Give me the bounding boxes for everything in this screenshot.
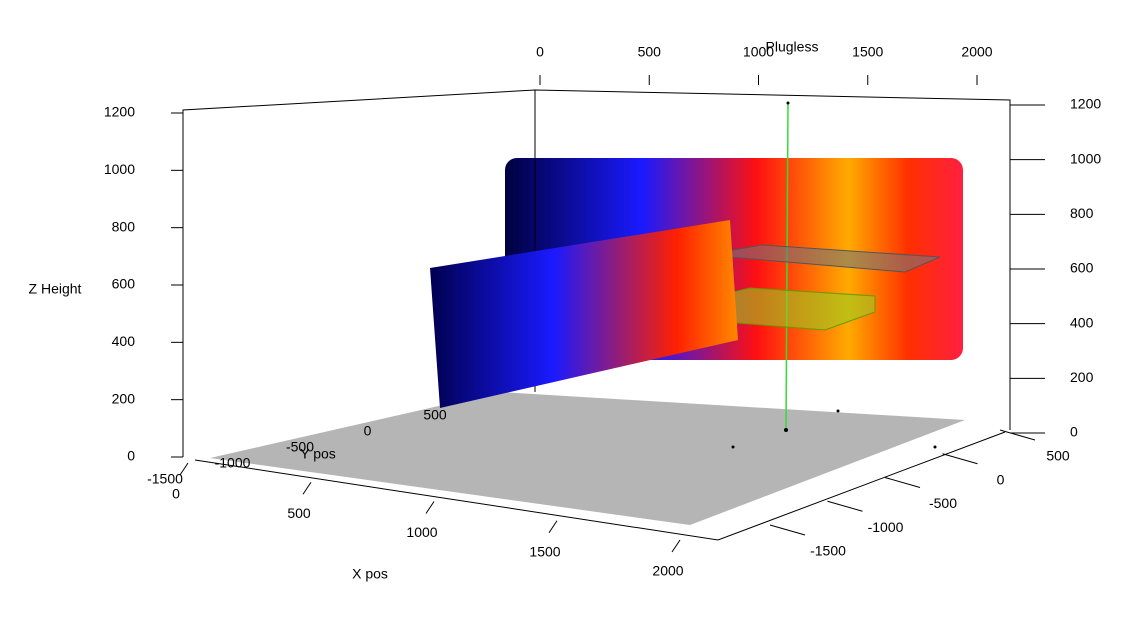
z-tick-label: 1000 (104, 161, 135, 177)
y-tick-label: 0 (997, 471, 1005, 487)
x-tick-label: 1000 (406, 524, 437, 540)
y-tick-label: -1500 (147, 471, 183, 487)
z-tick-label: 800 (1070, 205, 1094, 221)
plate (704, 244, 941, 273)
z-tick-label: 200 (1070, 369, 1094, 385)
pole (785, 102, 789, 431)
z-tick-label: 800 (112, 218, 136, 234)
x-tick-label: 500 (287, 505, 311, 521)
z-tick-label: 600 (1070, 260, 1094, 276)
x-axis-label: X pos (352, 566, 388, 582)
z-tick-label: 400 (112, 333, 136, 349)
y-tick-label: 0 (364, 423, 372, 439)
front-wall (430, 220, 738, 408)
y-tick-label: -1500 (810, 543, 846, 559)
x-tick-label: 1500 (852, 44, 883, 60)
y-tick-label: 500 (1046, 448, 1070, 464)
floor (210, 392, 965, 525)
y-tick-label: 500 (423, 407, 447, 423)
z-tick-label: 200 (112, 390, 136, 406)
x-tick-mark (425, 501, 435, 514)
y-tick-label: -1000 (215, 455, 251, 471)
x-tick-mark (179, 462, 189, 476)
chart-title: Plugless (766, 39, 819, 55)
y-axis-label: Y pos (300, 446, 336, 462)
y-tick-mark (827, 500, 863, 512)
x-tick-mark (302, 481, 312, 495)
z-tick-label: 600 (112, 276, 136, 292)
x-tick-label: 2000 (961, 44, 992, 60)
z-tick-label: 400 (1070, 314, 1094, 330)
z-tick-label: 1200 (1070, 96, 1101, 112)
x-tick-label: 2000 (652, 563, 683, 579)
z-axis-label: Z Height (29, 281, 82, 297)
x-tick-label: 0 (172, 486, 180, 502)
x-tick-label: 1500 (529, 543, 560, 559)
z-tick-label: 0 (1070, 424, 1078, 440)
y-tick-label: -1000 (868, 519, 904, 535)
z-tick-label: 1200 (104, 104, 135, 120)
y-tick-mark (999, 429, 1036, 441)
z-tick-label: 0 (127, 448, 135, 464)
x-tick-label: 500 (638, 44, 662, 60)
y-tick-mark (942, 453, 978, 465)
z-tick-label: 1000 (1070, 150, 1101, 166)
x-tick-mark (548, 520, 558, 534)
y-tick-mark (769, 524, 806, 536)
points (731, 101, 937, 449)
x-tick-mark (671, 539, 681, 553)
y-tick-label: -500 (929, 495, 957, 511)
y-tick-label: -500 (286, 439, 314, 455)
x-tick-label: 1000 (743, 44, 774, 60)
y-tick-mark (884, 477, 921, 488)
x-tick-label: 0 (536, 44, 544, 60)
